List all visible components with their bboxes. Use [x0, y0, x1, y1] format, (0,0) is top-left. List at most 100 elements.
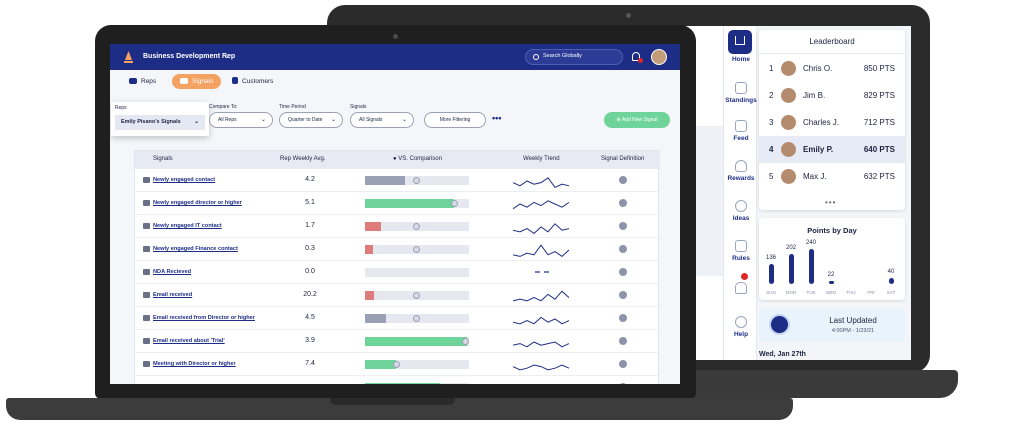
signal-name-link[interactable]: Email received from Director or higher [153, 315, 255, 321]
tab-customers[interactable]: Customers [232, 74, 273, 89]
leaderboard-row[interactable]: 2 Jim B. 829 PTS [759, 82, 905, 109]
nav-item-home[interactable]: Home [724, 56, 758, 63]
nav-item-rules[interactable]: Rules [724, 240, 758, 262]
comparison-bar [365, 222, 469, 231]
info-icon[interactable] [619, 222, 627, 230]
tab-reps[interactable]: Reps [129, 74, 156, 89]
plus-icon: ⊕ [616, 117, 622, 123]
search-input[interactable]: Search Globally [525, 49, 623, 65]
leaderboard-name: Charles J. [803, 118, 840, 127]
weekly-trend-sparkline [513, 379, 571, 384]
back-laptop-camera [626, 13, 631, 18]
add-signal-button[interactable]: ⊕ Add New Signal [604, 112, 670, 128]
signal-name-link[interactable]: Newly engaged Finance contact [153, 246, 238, 252]
weekly-trend-sparkline [513, 177, 570, 188]
tab-signals[interactable]: Signals [172, 74, 222, 89]
reps-select[interactable]: Emily Pisano's Signals ⌄ [115, 115, 205, 130]
tab-bar: Reps Signals Customers [110, 70, 680, 92]
comparison-marker [413, 246, 420, 253]
leaderboard-points: 640 PTS [863, 145, 895, 154]
signal-name-link[interactable]: NDA Recieved [153, 269, 192, 275]
top-bar: Business Development Rep ⌄ Search Global… [110, 44, 680, 70]
leaderboard-rank: 4 [769, 145, 774, 154]
lightbulb-icon [735, 200, 747, 212]
avatar[interactable] [651, 49, 667, 65]
points-day-label: TUE [806, 290, 816, 295]
signal-name-link[interactable]: Email received [153, 292, 193, 298]
signal-name-link[interactable]: Newly engaged director or higher [153, 200, 242, 206]
points-day-label: FRI [867, 290, 875, 295]
home-icon[interactable] [728, 30, 752, 54]
leaderboard-rank: 5 [769, 172, 774, 181]
last-updated-time: 4:00PM - 1/23/21 [831, 328, 875, 334]
points-by-day-card: Points by Day 136 SUN 202 MON 240 TUE 22 WED THU… [759, 218, 905, 300]
bell-icon [735, 282, 747, 294]
nav-item-standings[interactable]: Standings [724, 82, 758, 104]
more-options-icon[interactable]: ••• [492, 113, 502, 123]
table-row: Newly engaged Finance contact 0.3 [135, 238, 660, 261]
avatar [781, 115, 796, 130]
signals-select[interactable]: All Signals ⌄ [350, 112, 414, 128]
app-title[interactable]: Business Development Rep [143, 53, 236, 60]
comparison-marker [413, 315, 420, 322]
search-icon [533, 54, 539, 60]
front-laptop-screen: Business Development Rep ⌄ Search Global… [110, 44, 680, 384]
leaderboard-more-icon[interactable]: ••• [825, 198, 837, 207]
info-icon[interactable] [619, 176, 627, 184]
leaderboard-row[interactable]: 4 Emily P. 640 PTS [759, 136, 905, 163]
comparison-fill [365, 176, 405, 185]
header-avg: Rep Weekly Avg. [280, 156, 326, 162]
leaderboard-points: 829 PTS [863, 91, 895, 100]
leaderboard-row[interactable]: 3 Charles J. 712 PTS [759, 109, 905, 136]
info-icon[interactable] [619, 360, 627, 368]
signals-value: All Signals [359, 117, 383, 123]
info-icon[interactable] [619, 383, 627, 384]
nav-item-notifications[interactable] [724, 282, 758, 297]
period-select[interactable]: Quarter to Date ⌄ [279, 112, 343, 128]
weekly-trend-sparkline [513, 223, 570, 234]
more-filtering-button[interactable]: More Filtering [424, 112, 486, 128]
header-comparison: ● VS. Comparison [393, 156, 442, 162]
weekly-average-value: 5.1 [305, 199, 315, 206]
info-icon[interactable] [619, 291, 627, 299]
weekly-average-value: 4.2 [305, 176, 315, 183]
table-row: Newly engaged contact 4.2 [135, 169, 660, 192]
nav-item-feed[interactable]: Feed [724, 120, 758, 142]
last-updated-title: Last Updated [829, 316, 877, 325]
compare-select[interactable]: All Reps ⌄ [209, 112, 273, 128]
clock-icon [769, 314, 790, 335]
signal-name-link[interactable]: Meeting with Director or higher [153, 361, 236, 367]
comparison-bar [365, 245, 469, 254]
leaderboard-row[interactable]: 5 Max J. 632 PTS [759, 163, 905, 190]
signal-name-link[interactable]: Newly engaged contact [153, 177, 216, 183]
comparison-marker [413, 292, 420, 299]
info-icon[interactable] [619, 245, 627, 253]
notification-dot [741, 273, 748, 280]
leaderboard-rank: 1 [769, 64, 774, 73]
table-row: Meeting with Director or higher 7.4 [135, 353, 660, 376]
nav-item-ideas[interactable]: Ideas [724, 200, 758, 222]
comparison-fill [365, 222, 381, 231]
signal-name-link[interactable]: Email received about 'Trial' [153, 338, 225, 344]
signals-icon [180, 78, 188, 84]
nav-help-label: Help [733, 331, 749, 338]
table-header: Signals Rep Weekly Avg. ● VS. Comparison… [135, 151, 660, 169]
weekly-trend-sparkline [513, 244, 570, 257]
nav-item-help[interactable]: Help [724, 316, 758, 338]
nav-item-rewards[interactable]: Rewards [724, 160, 758, 182]
info-icon[interactable] [619, 337, 627, 345]
info-icon[interactable] [619, 268, 627, 276]
info-icon[interactable] [619, 314, 627, 322]
signal-name-link[interactable]: Newly engaged IT contact [153, 223, 222, 229]
header-definition: Signal Definition [601, 156, 645, 162]
points-chart: 136 SUN 202 MON 240 TUE 22 WED THU FRI 40 SAT [759, 218, 905, 300]
date-heading: Wed, Jan 27th [759, 351, 806, 358]
back-nav-sidebar: Home Standings Feed Rewards Ideas Rules … [723, 26, 757, 360]
chevron-down-icon[interactable]: ⌄ [224, 53, 230, 60]
standings-icon [735, 82, 747, 94]
bell-icon[interactable] [632, 52, 640, 61]
customers-icon [232, 77, 238, 84]
leaderboard-row[interactable]: 1 Chris O. 850 PTS [759, 55, 905, 82]
info-icon[interactable] [619, 199, 627, 207]
add-signal-label: Add New Signal [621, 117, 658, 123]
